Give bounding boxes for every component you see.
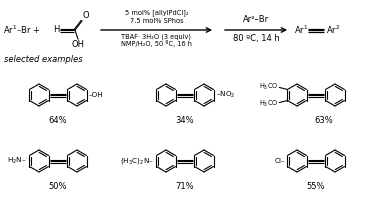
Text: H$_2$N–: H$_2$N– <box>7 156 27 166</box>
Text: (H$_3$C)$_2$N–: (H$_3$C)$_2$N– <box>120 156 154 166</box>
Text: Ar$^1$–Br +: Ar$^1$–Br + <box>3 24 40 36</box>
Text: –NO$_2$: –NO$_2$ <box>216 90 236 100</box>
Text: OH: OH <box>71 40 85 49</box>
Text: Ar²–Br: Ar²–Br <box>243 15 269 24</box>
Text: 55%: 55% <box>307 182 325 191</box>
Text: 50%: 50% <box>49 182 67 191</box>
Text: 71%: 71% <box>176 182 194 191</box>
Text: H$_3$CO: H$_3$CO <box>259 81 278 92</box>
Text: –OH: –OH <box>89 92 104 98</box>
Text: Cl–: Cl– <box>274 158 285 164</box>
Text: selected examples: selected examples <box>4 55 83 64</box>
Text: H: H <box>53 25 59 35</box>
Text: 64%: 64% <box>49 116 67 125</box>
Text: H$_3$CO: H$_3$CO <box>259 98 278 109</box>
Text: 80 ºC, 14 h: 80 ºC, 14 h <box>232 34 279 43</box>
Text: 5 mol% [allylPdCl]₂: 5 mol% [allylPdCl]₂ <box>125 9 188 16</box>
Text: 63%: 63% <box>315 116 333 125</box>
Text: 7.5 mol% SPhos: 7.5 mol% SPhos <box>130 18 183 24</box>
Text: NMP/H₂O, 50 ºC, 16 h: NMP/H₂O, 50 ºC, 16 h <box>121 40 192 47</box>
Text: O: O <box>83 11 90 20</box>
Text: Ar$^1$: Ar$^1$ <box>294 24 309 36</box>
Text: 34%: 34% <box>176 116 194 125</box>
Text: TBAF· 3H₂O (3 equiv): TBAF· 3H₂O (3 equiv) <box>122 33 192 39</box>
Text: Ar$^2$: Ar$^2$ <box>326 24 340 36</box>
